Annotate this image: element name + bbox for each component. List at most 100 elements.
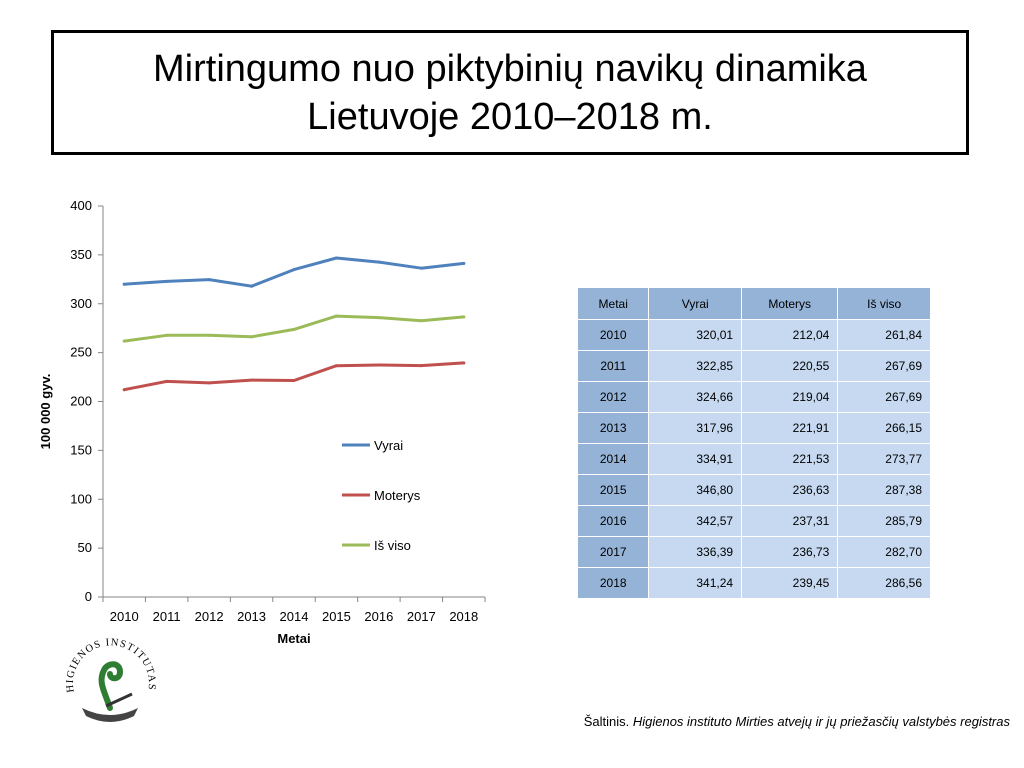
legend-label: Moterys: [374, 488, 421, 503]
table-cell-year: 2015: [576, 474, 650, 506]
line-chart: 0 50 100 150 200 250 300 350 400 2010 2011 2012 2013…: [38, 198, 486, 646]
title-box: Mirtingumo nuo piktybinių navikų dinamik…: [51, 30, 969, 155]
table-cell-value: 236,63: [741, 474, 839, 506]
bowl-icon: [82, 708, 138, 722]
table-cell-value: 221,53: [741, 443, 839, 475]
x-tick-label: 2018: [449, 609, 478, 624]
table-header-cell: Vyrai: [648, 287, 743, 320]
table-cell-year: 2013: [576, 412, 650, 444]
x-tick-label: 2012: [195, 609, 224, 624]
table-cell-value: 221,91: [741, 412, 839, 444]
table-header-cell: Iš viso: [837, 287, 931, 320]
data-point: [165, 279, 169, 283]
table-cell-value: 334,91: [648, 443, 743, 475]
table-cell-year: 2017: [576, 536, 650, 568]
x-tick-label: 2013: [237, 609, 266, 624]
table-cell-value: 320,01: [648, 319, 743, 351]
data-point: [419, 266, 423, 270]
table-cell-value: 285,79: [837, 505, 931, 537]
table-cell-value: 322,85: [648, 350, 743, 382]
data-point: [122, 388, 126, 392]
table-cell-value: 341,24: [648, 567, 743, 599]
title-line-2: Lietuvoje 2010–2018 m.: [307, 95, 713, 138]
data-point: [292, 378, 296, 382]
y-tick-label: 100: [70, 491, 92, 506]
data-point: [122, 282, 126, 286]
table-cell-value: 212,04: [741, 319, 839, 351]
x-tick-label: 2015: [322, 609, 351, 624]
table-cell-value: 237,31: [741, 505, 839, 537]
data-point: [462, 261, 466, 265]
x-tick-label: 2011: [153, 609, 181, 624]
table-row: 2016 342,57 237,31 285,79: [576, 505, 931, 537]
table-row: 2018 341,24 239,45 286,56: [576, 567, 931, 599]
table-cell-value: 239,45: [741, 567, 839, 599]
staff-icon: [105, 692, 133, 708]
data-point: [334, 314, 338, 318]
series-line-2: [122, 361, 466, 392]
data-point: [377, 316, 381, 320]
data-point: [207, 278, 211, 282]
source-prefix: Šaltinis.: [583, 714, 633, 729]
data-point: [462, 361, 466, 365]
data-point: [250, 335, 254, 339]
table-cell-value: 267,69: [837, 381, 931, 413]
table-row: 2015 346,80 236,63 287,38: [576, 474, 931, 506]
table-header-cell: Metai: [576, 287, 650, 320]
y-tick-label: 400: [70, 198, 92, 213]
table-cell-year: 2011: [576, 350, 650, 382]
x-axis-label: Metai: [277, 631, 310, 646]
table-cell-value: 336,39: [648, 536, 743, 568]
x-tick-label: 2017: [407, 609, 436, 624]
table-row: 2011 322,85 220,55 267,69: [576, 350, 931, 382]
table-row: 2017 336,39 236,73 282,70: [576, 536, 931, 568]
y-tick-label: 50: [78, 540, 92, 555]
title-line-1: Mirtingumo nuo piktybinių navikų dinamik…: [153, 47, 867, 90]
data-point: [419, 319, 423, 323]
x-tick-label: 2014: [280, 609, 309, 624]
legend-label: Vyrai: [374, 438, 403, 453]
table-cell-value: 220,55: [741, 350, 839, 382]
data-point: [292, 327, 296, 331]
legend-label: Iš viso: [374, 538, 411, 553]
table-cell-value: 346,80: [648, 474, 743, 506]
data-point: [292, 268, 296, 272]
higienos-instituto-logo: HIGIENOS INSTITUTAS: [65, 637, 156, 722]
table-cell-year: 2016: [576, 505, 650, 537]
table-cell-value: 317,96: [648, 412, 743, 444]
table-cell-value: 267,69: [837, 350, 931, 382]
table-cell-value: 324,66: [648, 381, 743, 413]
table-cell-year: 2012: [576, 381, 650, 413]
table-cell-year: 2018: [576, 567, 650, 599]
data-point: [165, 333, 169, 337]
table-cell-value: 342,57: [648, 505, 743, 537]
table-cell-value: 261,84: [837, 319, 931, 351]
data-point: [122, 339, 126, 343]
data-table: Metai Vyrai Moterys Iš viso 2010 320,01 21…: [576, 287, 931, 599]
table-cell-value: 286,56: [837, 567, 931, 599]
snake-icon: [98, 661, 124, 711]
table-row: 2014 334,91 221,53 273,77: [576, 443, 931, 475]
data-point: [165, 379, 169, 383]
table-cell-value: 236,73: [741, 536, 839, 568]
y-tick-label: 150: [70, 442, 92, 457]
data-point: [334, 364, 338, 368]
data-point: [462, 315, 466, 319]
y-tick-label: 250: [70, 345, 92, 360]
y-tick-label: 350: [70, 247, 92, 262]
x-tick-label: 2010: [110, 609, 139, 624]
x-tick-label: 2016: [364, 609, 393, 624]
data-point: [250, 284, 254, 288]
data-point: [207, 381, 211, 385]
table-cell-value: 282,70: [837, 536, 931, 568]
table-header-row: Metai Vyrai Moterys Iš viso: [576, 287, 931, 320]
data-point: [250, 378, 254, 382]
data-point: [419, 364, 423, 368]
source-text: Higienos instituto Mirties atvejų ir jų …: [632, 714, 1010, 729]
y-axis-label: 100 000 gyv.: [38, 374, 53, 450]
table-row: 2010 320,01 212,04 261,84: [576, 319, 931, 351]
table-row: 2012 324,66 219,04 267,69: [576, 381, 931, 413]
data-point: [334, 256, 338, 260]
data-point: [207, 333, 211, 337]
table-cell-value: 287,38: [837, 474, 931, 506]
